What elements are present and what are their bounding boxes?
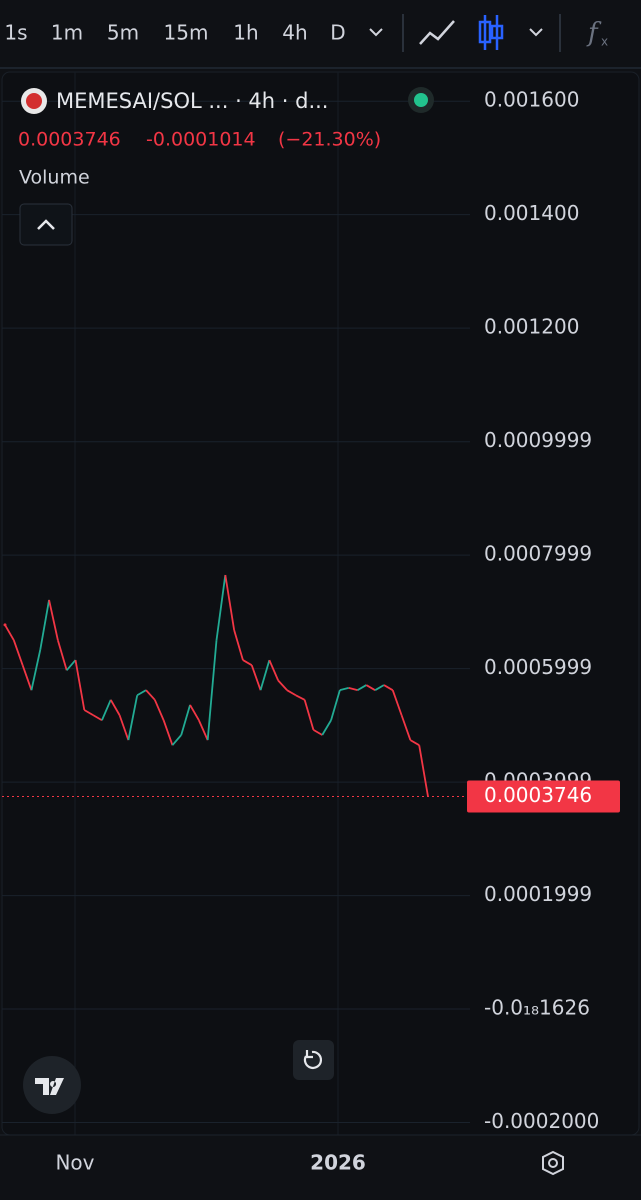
price-segment xyxy=(162,719,174,746)
time-axis: Nov 2026 xyxy=(55,1151,365,1175)
interval-button[interactable]: 1s xyxy=(4,21,27,45)
y-tick-label: 0.0001999 xyxy=(484,882,592,906)
collapse-icon xyxy=(37,219,55,230)
price-segment xyxy=(109,699,121,716)
price-segment xyxy=(409,739,420,746)
price-segment xyxy=(365,684,376,691)
price-segment xyxy=(242,659,253,666)
price-segment xyxy=(330,689,341,721)
price-segment xyxy=(224,574,236,631)
price-segment xyxy=(357,684,367,691)
y-tick-label: -0.0₁₈1626 xyxy=(484,996,590,1020)
price-segment xyxy=(4,624,15,641)
symbol-logo-mark xyxy=(26,93,42,109)
price-segment xyxy=(83,709,94,716)
y-tick-label: 0.0009999 xyxy=(484,428,592,452)
price-segment xyxy=(92,714,103,722)
price-segment xyxy=(215,574,227,641)
line-chart-button[interactable] xyxy=(419,20,455,45)
chart-type-dropdown[interactable] xyxy=(529,28,543,37)
interval-button[interactable]: 1h xyxy=(233,21,258,45)
interval-button[interactable]: 4h xyxy=(282,21,307,45)
price-segment xyxy=(39,599,50,651)
price-segment xyxy=(391,689,403,716)
settings-button[interactable] xyxy=(542,1150,564,1176)
price-segment xyxy=(321,719,332,736)
price-segment xyxy=(48,599,59,641)
price-segment xyxy=(268,659,280,681)
price-segment xyxy=(30,649,42,691)
price-segment xyxy=(286,689,297,697)
grid xyxy=(2,72,470,1135)
interval-button[interactable]: 1m xyxy=(51,21,83,45)
y-tick-label: -0.0002000 xyxy=(484,1109,599,1133)
reset-button[interactable] xyxy=(293,1040,334,1080)
symbol-title[interactable]: MEMESAI/SOL ... · 4h · d... xyxy=(56,89,328,113)
price-segment xyxy=(374,684,385,691)
y-tick-label: 0.001600 xyxy=(484,88,579,112)
price-segment xyxy=(21,664,33,691)
price-segment xyxy=(66,659,77,671)
price-segment xyxy=(189,704,200,721)
last-price-label: 0.0003746 xyxy=(484,783,592,807)
price-segment xyxy=(295,694,306,701)
candle-chart-button[interactable] xyxy=(478,15,504,50)
price-segment xyxy=(101,699,112,721)
reset-icon xyxy=(303,1050,323,1069)
price-segment xyxy=(312,729,323,736)
status-dot xyxy=(414,93,428,107)
settings-icon xyxy=(548,1158,558,1168)
legend-change-pct: (−21.30%) xyxy=(278,129,381,151)
price-segment xyxy=(400,714,412,741)
price-segment xyxy=(206,640,218,741)
legend-change: -0.0001014 xyxy=(146,129,256,151)
legend-last: 0.0003746 xyxy=(18,129,121,151)
price-segment xyxy=(303,699,315,731)
x-tick-label: Nov xyxy=(55,1151,94,1175)
collapse-button[interactable] xyxy=(19,203,73,246)
x-tick-label: 2026 xyxy=(310,1151,366,1175)
price-segment xyxy=(127,695,139,741)
plot xyxy=(3,574,429,797)
price-segment xyxy=(153,699,165,721)
price-segment xyxy=(171,734,182,746)
y-tick-label: 0.0007999 xyxy=(484,542,592,566)
interval-button[interactable]: D xyxy=(330,21,345,45)
price-segment xyxy=(383,684,394,691)
price-segment xyxy=(259,659,271,691)
price-segment xyxy=(57,639,68,671)
price-segment xyxy=(136,689,147,697)
price-segment xyxy=(418,745,429,797)
price-segment xyxy=(12,639,24,666)
price-segment xyxy=(233,629,244,661)
chart-panel xyxy=(1,71,640,1136)
price-segment xyxy=(277,679,288,691)
price-segment xyxy=(180,704,191,736)
y-tick-label: 0.0005999 xyxy=(484,655,592,679)
price-segment xyxy=(198,719,209,741)
toolbar: f x 1s 1m 5m 15m 1h 4h D xyxy=(0,14,641,69)
price-segment xyxy=(348,687,358,692)
tv-logo-mark xyxy=(35,1078,64,1095)
y-tick-label: 0.001400 xyxy=(484,201,579,225)
price-segment xyxy=(145,689,156,701)
indicators-button-sub: x xyxy=(601,35,608,49)
price-segment xyxy=(74,659,86,711)
indicator-name[interactable]: Volume xyxy=(19,167,90,189)
last-price-box xyxy=(467,780,620,813)
interval-button[interactable]: 5m xyxy=(107,21,139,45)
y-tick-label: 0.001200 xyxy=(484,315,579,339)
reset-icon-arrow xyxy=(305,1050,313,1059)
price-segment xyxy=(250,664,262,691)
price-segment xyxy=(339,687,349,692)
interval-button[interactable]: 15m xyxy=(164,21,209,45)
price-segment xyxy=(118,714,130,741)
interval-dropdown[interactable] xyxy=(369,28,383,37)
